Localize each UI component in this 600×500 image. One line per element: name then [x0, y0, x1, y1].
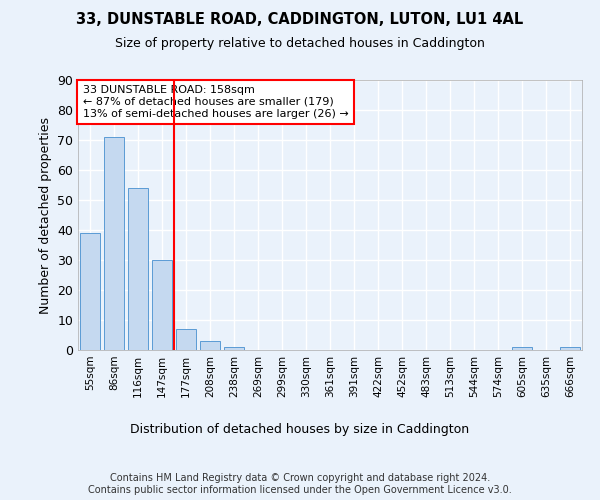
Text: Distribution of detached houses by size in Caddington: Distribution of detached houses by size … — [130, 422, 470, 436]
Bar — [176, 329, 196, 350]
Text: Contains HM Land Registry data © Crown copyright and database right 2024.
Contai: Contains HM Land Registry data © Crown c… — [88, 474, 512, 495]
Bar — [80, 233, 100, 350]
Y-axis label: Number of detached properties: Number of detached properties — [38, 116, 52, 314]
Bar — [224, 347, 244, 350]
Bar — [152, 260, 172, 350]
Text: Size of property relative to detached houses in Caddington: Size of property relative to detached ho… — [115, 38, 485, 51]
Text: 33, DUNSTABLE ROAD, CADDINGTON, LUTON, LU1 4AL: 33, DUNSTABLE ROAD, CADDINGTON, LUTON, L… — [76, 12, 524, 28]
Text: 33 DUNSTABLE ROAD: 158sqm
← 87% of detached houses are smaller (179)
13% of semi: 33 DUNSTABLE ROAD: 158sqm ← 87% of detac… — [83, 86, 349, 118]
Bar — [128, 188, 148, 350]
Bar — [512, 347, 532, 350]
Bar — [560, 347, 580, 350]
Bar — [200, 341, 220, 350]
Bar — [104, 137, 124, 350]
